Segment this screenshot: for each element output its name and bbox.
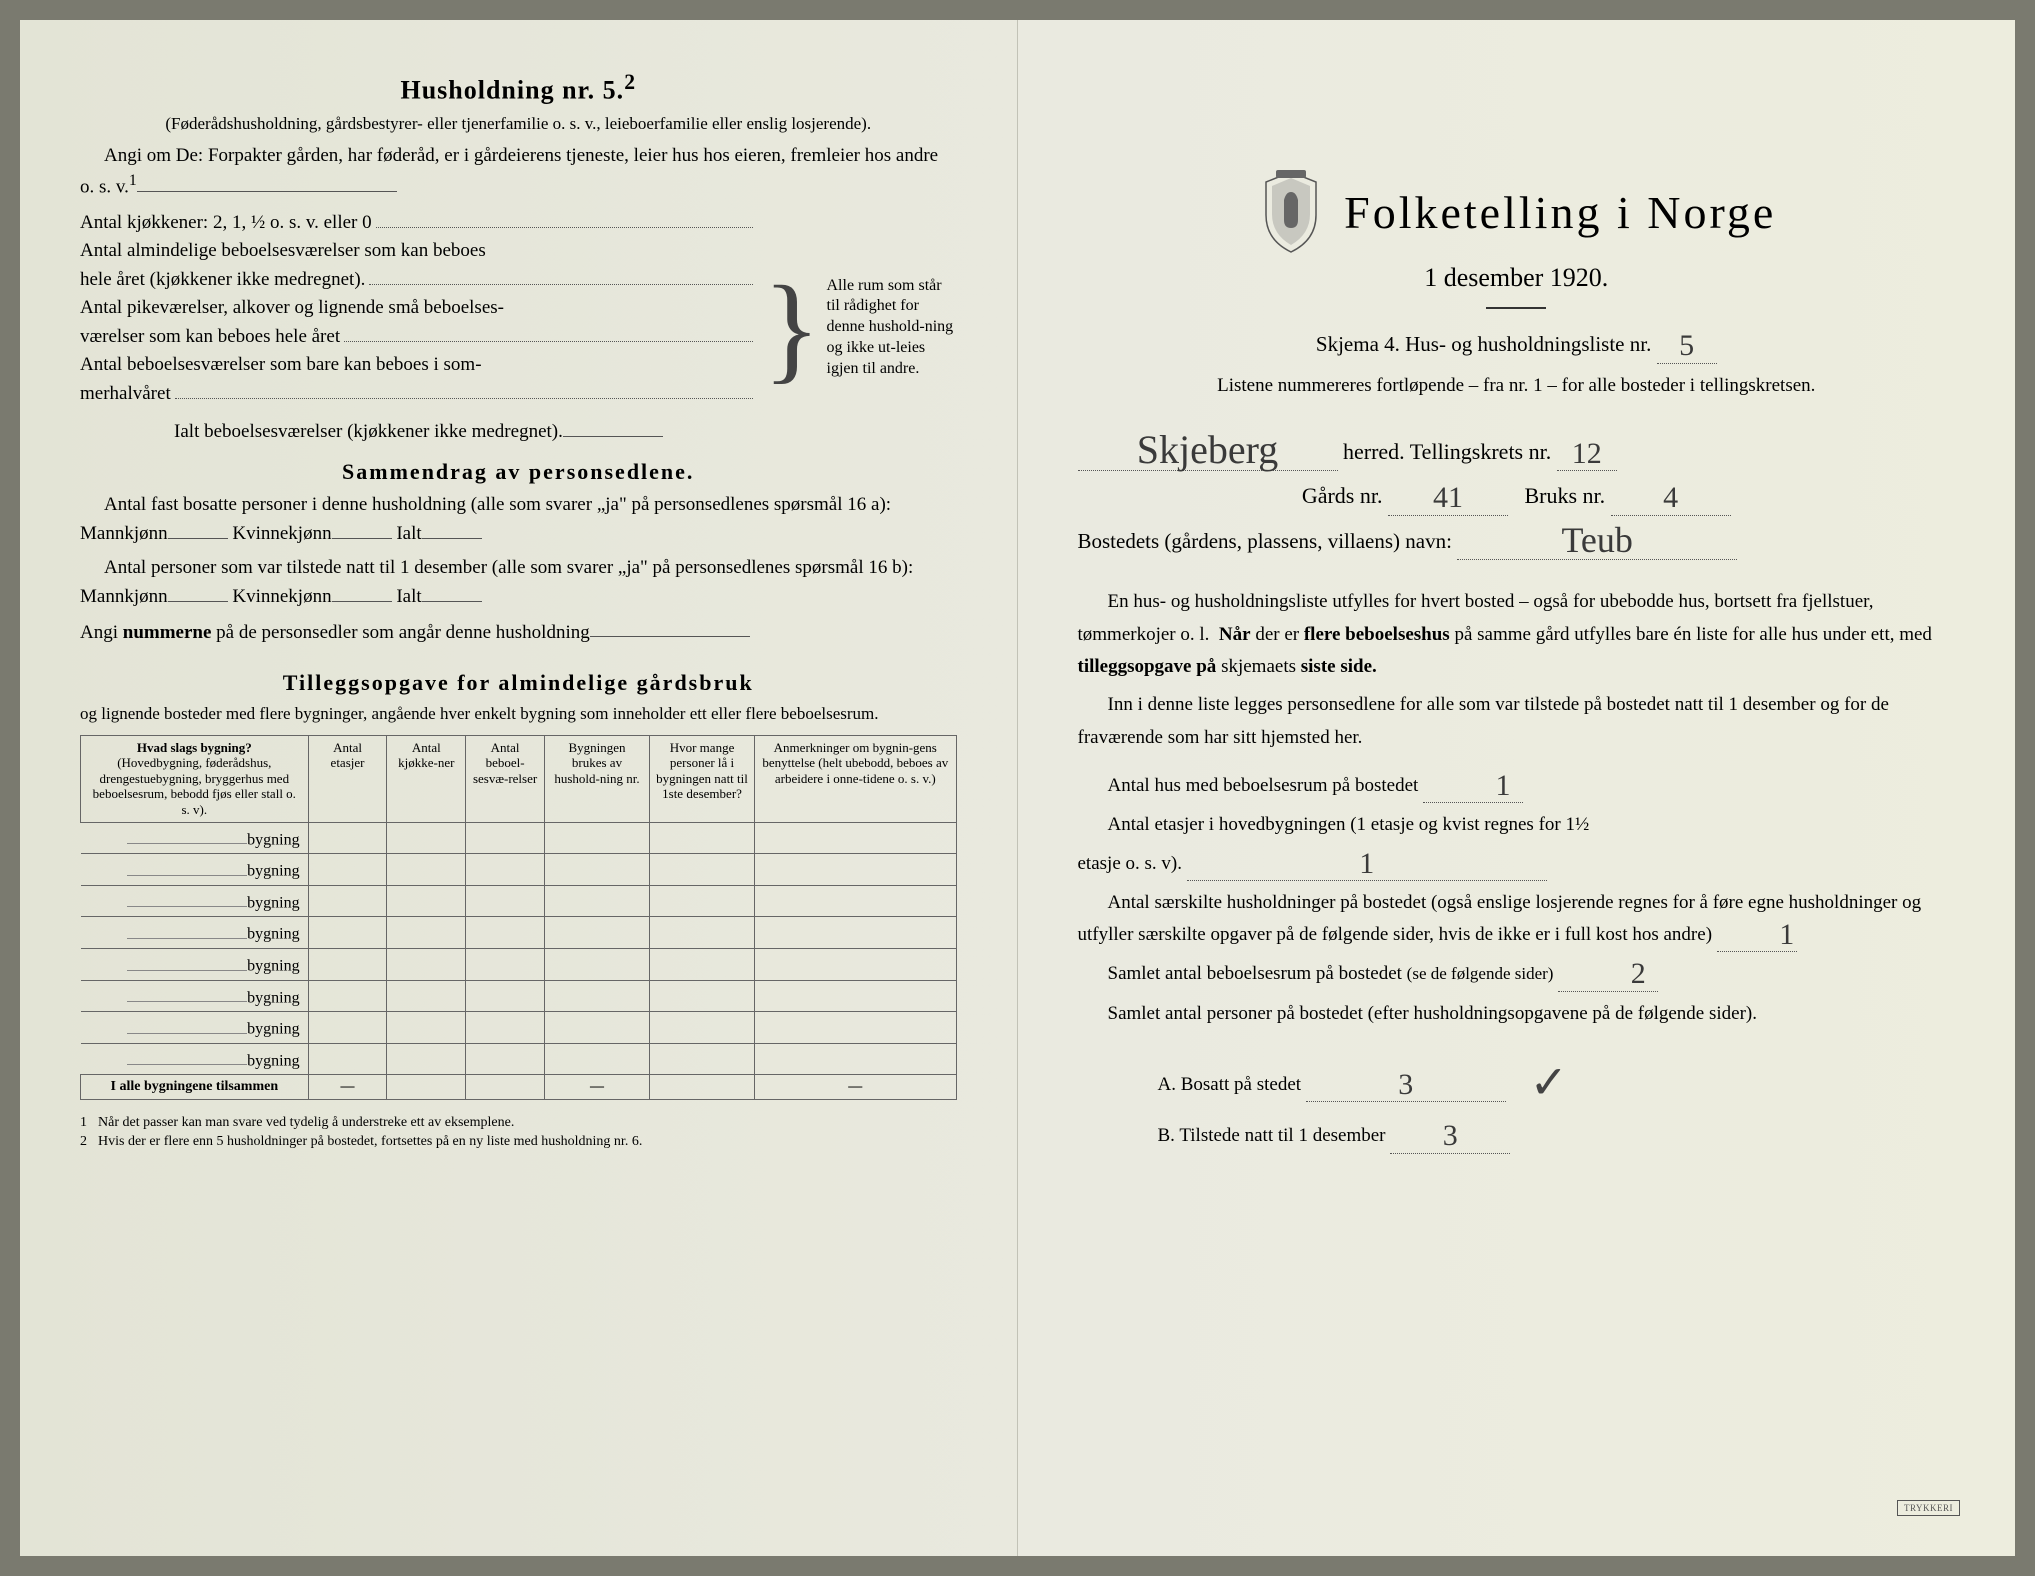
table-row: bygning	[81, 822, 957, 854]
blank-angi[interactable]	[137, 171, 397, 192]
bostedets-line: Bostedets (gårdens, plassens, villaens) …	[1078, 522, 1956, 561]
q4-value[interactable]: 2	[1601, 962, 1646, 986]
subheading-2: Angi om De: Forpakter gården, har føderå…	[80, 142, 957, 200]
q2b-line: etasje o. s. v). 1	[1078, 848, 1956, 881]
footnotes: 1Når det passer kan man svare ved tydeli…	[80, 1114, 957, 1150]
herred-value[interactable]: Skjeberg	[1137, 434, 1278, 466]
qB-value[interactable]: 3	[1443, 1124, 1458, 1148]
qA-line: A. Bosatt på stedet 3 ✓	[1078, 1036, 1956, 1114]
qA-value[interactable]: 3	[1398, 1073, 1413, 1097]
heading-text: Husholdning nr. 5.	[400, 76, 624, 105]
blank-kvinne2[interactable]	[332, 581, 392, 602]
q3-value[interactable]: 1	[1749, 923, 1794, 947]
para2: Inn i denne liste legges personsedlene f…	[1078, 689, 1956, 754]
blank-kvinne1[interactable]	[332, 518, 392, 539]
blank-ialt[interactable]	[563, 416, 663, 437]
heading-sup: 2	[624, 70, 636, 94]
main-title: Folketelling i Norge	[1344, 186, 1776, 239]
rooms-block: Antal kjøkkener: 2, 1, ½ o. s. v. eller …	[80, 209, 957, 447]
row-b2a: Antal pikeværelser, alkover og lignende …	[80, 294, 504, 323]
s2-line1: Antal fast bosatte personer i denne hush…	[80, 491, 957, 548]
fn1-num: 1	[80, 1114, 98, 1132]
fn2-text: Hvis der er flere enn 5 husholdninger på…	[98, 1133, 642, 1151]
section2-heading: Sammendrag av personsedlene.	[80, 459, 957, 485]
table-body: bygning bygning bygning bygning bygning …	[81, 822, 957, 1100]
bostedets-navn-value[interactable]: Teub	[1561, 526, 1632, 555]
row-b2b: værelser som kan beboes hele året	[80, 323, 340, 352]
th4: Antal beboel-sesvæ-relser	[466, 735, 545, 822]
table-totals-row: I alle bygningene tilsammen — — —	[81, 1075, 957, 1100]
q2-line: Antal etasjer i hovedbygningen (1 etasje…	[1078, 809, 1956, 841]
blank-ialt1[interactable]	[422, 518, 482, 539]
section3-heading: Tilleggsopgave for almindelige gårdsbruk	[80, 670, 957, 696]
q1-value[interactable]: 1	[1466, 774, 1511, 798]
blank-mann1[interactable]	[168, 518, 228, 539]
row-b1b: hele året (kjøkkener ikke medregnet).	[80, 266, 365, 295]
blank-mann2[interactable]	[168, 581, 228, 602]
th1b: (Hovedbygning, føderådshus, drengestueby…	[93, 755, 296, 817]
q3-line: Antal særskilte husholdninger på bostede…	[1078, 887, 1956, 953]
row-b1a: Antal almindelige beboelsesværelser som …	[80, 237, 486, 266]
checkmark-icon: ✓	[1530, 1057, 1569, 1108]
para1: En hus- og husholdningsliste utfylles fo…	[1078, 586, 1956, 683]
right-page: Folketelling i Norge 1 desember 1920. Sk…	[1018, 20, 2016, 1556]
fn1-text: Når det passer kan man svare ved tydelig…	[98, 1114, 514, 1132]
skjema-line: Skjema 4. Hus- og husholdningsliste nr. …	[1078, 327, 1956, 364]
table-row: bygning	[81, 917, 957, 949]
table-row: bygning	[81, 1043, 957, 1075]
th3: Antal kjøkke-ner	[387, 735, 466, 822]
gards-line: Gårds nr. 41 Bruks nr. 4	[1078, 477, 1956, 515]
q5-line: Samlet antal personer på bostedet (efter…	[1078, 998, 1956, 1030]
subheading-1: (Føderådshusholdning, gårdsbestyrer- ell…	[80, 112, 957, 137]
title-row: Folketelling i Norge	[1078, 170, 1956, 255]
s2-line2: Antal personer som var tilstede natt til…	[80, 554, 957, 611]
qB-line: B. Tilstede natt til 1 desember 3	[1078, 1120, 1956, 1153]
household-heading: Husholdning nr. 5.2	[80, 70, 957, 106]
row-ialt: Ialt beboelsesværelser (kjøkkener ikke m…	[174, 418, 563, 447]
row-b3b: merhalvåret	[80, 380, 171, 409]
totals-label: I alle bygningene tilsammen	[81, 1075, 309, 1100]
s3-sub: og lignende bosteder med flere bygninger…	[80, 702, 957, 727]
gards-nr-value[interactable]: 41	[1433, 486, 1463, 510]
table-row: bygning	[81, 885, 957, 917]
th1a: Hvad slags bygning?	[137, 740, 252, 755]
coat-of-arms-icon	[1256, 170, 1326, 255]
building-table: Hvad slags bygning?(Hovedbygning, føderå…	[80, 735, 957, 1101]
th7: Anmerkninger om bygnin-gens benyttelse (…	[755, 735, 956, 822]
table-row: bygning	[81, 980, 957, 1012]
divider	[1486, 307, 1546, 309]
listene-line: Listene nummereres fortløpende – fra nr.…	[1078, 370, 1956, 402]
printer-stamp: TRYKKERI	[1897, 1500, 1960, 1516]
table-row: bygning	[81, 1012, 957, 1044]
blank-ialt2[interactable]	[422, 581, 482, 602]
blank-nummerne[interactable]	[590, 617, 750, 638]
skjema-nr-value[interactable]: 5	[1679, 334, 1694, 358]
q4-line: Samlet antal beboelsesrum på bostedet (s…	[1078, 958, 1956, 991]
q2-value[interactable]: 1	[1359, 852, 1374, 876]
row-kjokkener: Antal kjøkkener: 2, 1, ½ o. s. v. eller …	[80, 209, 372, 238]
table-row: bygning	[81, 949, 957, 981]
th2: Antal etasjer	[308, 735, 387, 822]
date-line: 1 desember 1920.	[1078, 263, 1956, 293]
table-row: bygning	[81, 854, 957, 886]
herred-line: Skjeberg herred. Tellingskrets nr. 12	[1078, 430, 1956, 471]
tellingskrets-value[interactable]: 12	[1572, 442, 1602, 466]
row-b3a: Antal beboelsesværelser som bare kan beb…	[80, 351, 482, 380]
fn2-num: 2	[80, 1133, 98, 1151]
s2-line3: Angi nummerne på de personsedler som ang…	[80, 617, 957, 646]
th5: Bygningen brukes av hushold-ning nr.	[544, 735, 649, 822]
bruks-nr-value[interactable]: 4	[1663, 486, 1678, 510]
left-page: Husholdning nr. 5.2 (Føderådshusholdning…	[20, 20, 1018, 1556]
q1-line: Antal hus med beboelsesrum på bostedet 1	[1078, 770, 1956, 803]
th6: Hvor mange personer lå i bygningen natt …	[650, 735, 755, 822]
brace-text: Alle rum som står til rådighet for denne…	[827, 276, 957, 380]
